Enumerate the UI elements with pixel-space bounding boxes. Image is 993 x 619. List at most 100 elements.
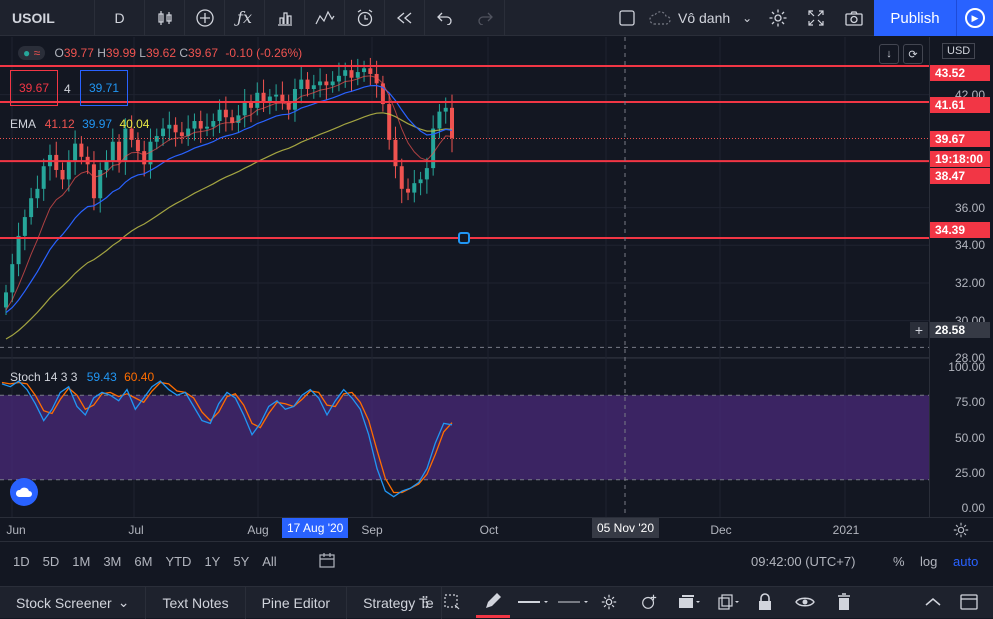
crosshair-date-tag: 17 Aug '20 <box>282 518 349 538</box>
drawing-settings-button[interactable] <box>594 586 624 618</box>
range-button-5d[interactable]: 5D <box>42 554 60 569</box>
visibility-button[interactable] <box>790 586 820 618</box>
spread-value: 4 <box>64 82 71 96</box>
redo-button[interactable] <box>465 0 505 36</box>
visibility-pill[interactable]: ● ≈ <box>18 46 46 60</box>
price-axis[interactable]: USD 42.00 36.00 34.00 32.00 30.00 28.00 100.00… <box>929 37 993 517</box>
chart-type-button[interactable] <box>145 0 185 36</box>
chevron-up-icon <box>925 598 941 606</box>
range-button-6m[interactable]: 6M <box>134 554 153 569</box>
stoch-tick-label: 0.00 <box>961 501 985 515</box>
candle-body <box>29 198 34 218</box>
replay-button[interactable] <box>385 0 425 36</box>
low-label: L <box>139 46 146 60</box>
candle-body <box>79 143 84 157</box>
ema-slow-line <box>5 112 453 340</box>
layout-name-dropdown[interactable]: Vô danh ⌄ <box>648 0 758 36</box>
line-width-button[interactable] <box>554 586 592 618</box>
interval-button[interactable]: D <box>95 0 145 36</box>
line-style-button[interactable] <box>514 586 552 618</box>
candle-body <box>299 79 304 90</box>
range-button-1y[interactable]: 1Y <box>204 554 221 569</box>
financials-button[interactable] <box>265 0 305 36</box>
range-button-1d[interactable]: 1D <box>13 554 30 569</box>
price-tag: 28.58 <box>930 322 990 338</box>
time-tick-label: Dec <box>710 523 732 537</box>
drag-handle[interactable] <box>418 586 432 618</box>
candle-body <box>223 109 228 118</box>
tab-pine-editor[interactable]: Pine Editor <box>246 586 348 619</box>
compare-button[interactable] <box>185 0 225 36</box>
stoch-d-value: 60.40 <box>124 370 155 384</box>
candle-body <box>380 83 385 105</box>
clock-display[interactable]: 09:42:00 (UTC+7) <box>751 554 856 569</box>
templates-button[interactable] <box>305 0 345 36</box>
fullscreen-icon <box>808 10 824 26</box>
candle-body <box>123 128 128 161</box>
alert-button[interactable] <box>345 0 385 36</box>
snapshot-button[interactable] <box>836 0 872 36</box>
price-chart[interactable] <box>0 37 929 517</box>
candle-body <box>450 107 454 138</box>
collapse-panel-button[interactable] <box>920 586 946 618</box>
currency-badge[interactable]: USD <box>942 43 976 59</box>
lock-icon <box>759 593 771 610</box>
range-button-ytd[interactable]: YTD <box>165 554 192 569</box>
tradingview-logo[interactable] <box>10 478 38 506</box>
time-tick-label: Jun <box>6 523 26 537</box>
range-button-all[interactable]: All <box>262 554 277 569</box>
reset-scale-button[interactable]: ⟳ <box>903 44 923 64</box>
line-solid-icon <box>518 601 548 603</box>
fullscreen-button[interactable] <box>798 0 834 36</box>
candle-body <box>336 75 341 82</box>
lock-button[interactable] <box>752 586 778 618</box>
auto-toggle[interactable]: auto <box>953 554 979 569</box>
tab-label: Strategy Te <box>363 594 434 611</box>
publish-menu-button[interactable]: ▶ <box>956 0 993 36</box>
price-tick-label: 36.00 <box>954 200 985 215</box>
crosshair-plus-button[interactable]: + <box>910 322 928 338</box>
buy-button[interactable]: 39.71 <box>80 70 128 106</box>
clone-button[interactable] <box>712 586 746 618</box>
tab-strategy-tester[interactable]: Strategy Te <box>347 586 443 619</box>
alert-on-drawing-button[interactable] <box>634 586 664 618</box>
symbol-search-button[interactable]: USOIL <box>0 0 95 36</box>
candle-body <box>211 121 216 127</box>
range-button-5y[interactable]: 5Y <box>233 554 250 569</box>
delete-button[interactable] <box>830 586 858 618</box>
open-value: 39.77 <box>63 46 94 60</box>
publish-button[interactable]: Publish <box>874 0 956 36</box>
candle-body <box>167 124 172 129</box>
goto-date-icon[interactable] <box>318 552 336 573</box>
cloud-icon <box>649 11 671 25</box>
dot-icon: ● <box>23 46 31 60</box>
candle-body <box>98 169 103 199</box>
range-button-1m[interactable]: 1M <box>72 554 91 569</box>
settings-button[interactable] <box>760 0 796 36</box>
range-button-3m[interactable]: 3M <box>103 554 122 569</box>
price-tag: 19:18:00 <box>930 151 990 167</box>
candle-body <box>261 92 266 103</box>
template-button[interactable] <box>672 586 706 618</box>
log-toggle[interactable]: log <box>920 554 938 569</box>
indicators-button[interactable]: ƒx <box>225 0 265 36</box>
time-axis[interactable]: 2021 Dec Oct Sep Aug Jul Jun 17 Aug '20 05 Nov… <box>0 517 993 541</box>
sell-button[interactable]: 39.67 <box>10 70 58 106</box>
layout-name: Vô danh <box>678 10 731 26</box>
undo-button[interactable] <box>425 0 465 36</box>
scroll-down-button[interactable]: ↓ <box>879 44 899 64</box>
tab-text-notes[interactable]: Text Notes <box>146 586 246 619</box>
layout-toggle-button[interactable] <box>609 0 645 36</box>
ema-legend: EMA 41.12 39.97 40.04 <box>10 117 149 131</box>
candle-body <box>205 126 210 129</box>
tab-stock-screener[interactable]: Stock Screener ⌄ <box>0 586 147 619</box>
maximize-panel-button[interactable] <box>956 586 982 618</box>
percent-toggle[interactable]: % <box>893 554 905 569</box>
brush-tool-button[interactable] <box>476 586 510 618</box>
trash-icon <box>838 593 850 610</box>
candle-body <box>274 94 279 97</box>
gear-small-icon[interactable] <box>952 521 970 539</box>
candle-body <box>230 117 235 123</box>
candle-body <box>311 85 316 90</box>
selection-tool-button[interactable] <box>434 586 470 618</box>
